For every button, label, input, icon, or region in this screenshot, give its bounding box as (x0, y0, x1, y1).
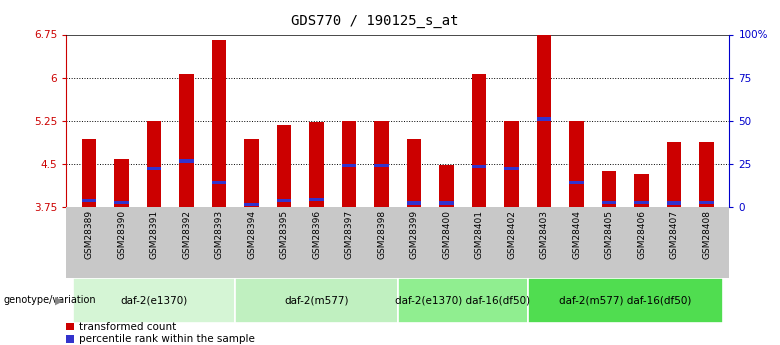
Bar (277, 198, 292, 202)
Bar (179, 73, 194, 207)
Text: GSM28398: GSM28398 (377, 210, 386, 259)
Text: GSM28402: GSM28402 (507, 210, 516, 259)
Text: ▶: ▶ (55, 295, 64, 305)
Bar (634, 201, 649, 204)
Text: GSM28390: GSM28390 (117, 210, 126, 259)
Bar (667, 142, 682, 207)
Text: GSM28399: GSM28399 (410, 210, 419, 259)
Bar (406, 201, 421, 205)
Bar (114, 201, 129, 204)
Bar (504, 167, 519, 170)
Bar (244, 203, 259, 206)
Text: daf-2(m577): daf-2(m577) (284, 295, 349, 305)
Text: GSM28397: GSM28397 (345, 210, 353, 259)
Bar (309, 198, 324, 201)
Text: GSM28391: GSM28391 (150, 210, 158, 259)
Bar (342, 121, 356, 207)
Text: GSM28401: GSM28401 (474, 210, 484, 259)
Bar (601, 171, 616, 207)
Text: GSM28406: GSM28406 (637, 210, 646, 259)
Bar (66, 323, 74, 330)
Text: GSM28394: GSM28394 (247, 210, 256, 259)
Text: GSM28396: GSM28396 (312, 210, 321, 259)
Bar (472, 165, 487, 168)
Bar (114, 159, 129, 207)
Text: percentile rank within the sample: percentile rank within the sample (80, 334, 255, 344)
Bar (374, 164, 389, 167)
Bar (634, 174, 649, 207)
Bar (82, 198, 97, 202)
Bar (601, 201, 616, 204)
Bar (569, 181, 584, 184)
Bar (528, 278, 723, 323)
Bar (211, 40, 226, 207)
Bar (569, 121, 584, 207)
Bar (374, 121, 389, 207)
Text: GSM28404: GSM28404 (572, 210, 581, 259)
Bar (244, 139, 259, 207)
Bar (667, 201, 682, 205)
Bar (82, 139, 97, 207)
Text: GSM28400: GSM28400 (442, 210, 451, 259)
Bar (398, 278, 528, 323)
Bar (406, 139, 421, 207)
Bar (277, 125, 292, 207)
Text: GSM28405: GSM28405 (604, 210, 614, 259)
Bar (504, 121, 519, 207)
Bar (73, 278, 236, 323)
Text: GDS770 / 190125_s_at: GDS770 / 190125_s_at (291, 14, 458, 28)
Bar (147, 167, 161, 170)
Text: transformed count: transformed count (80, 322, 176, 332)
Text: genotype/variation: genotype/variation (4, 295, 97, 305)
Bar (472, 73, 487, 207)
Bar (439, 165, 454, 207)
Bar (179, 159, 194, 162)
Bar (66, 335, 74, 343)
Text: daf-2(e1370): daf-2(e1370) (120, 295, 188, 305)
Bar (537, 117, 551, 121)
Bar (699, 201, 714, 204)
Bar (236, 278, 398, 323)
Text: GSM28393: GSM28393 (215, 210, 224, 259)
Text: GSM28395: GSM28395 (279, 210, 289, 259)
Bar (309, 122, 324, 207)
Text: GSM28408: GSM28408 (702, 210, 711, 259)
Text: daf-2(m577) daf-16(df50): daf-2(m577) daf-16(df50) (559, 295, 692, 305)
Bar (439, 201, 454, 205)
Bar (342, 164, 356, 167)
Bar (699, 142, 714, 207)
Text: GSM28407: GSM28407 (669, 210, 679, 259)
Bar (537, 34, 551, 207)
Text: GSM28403: GSM28403 (540, 210, 548, 259)
Text: GSM28392: GSM28392 (182, 210, 191, 259)
Text: GSM28389: GSM28389 (84, 210, 94, 259)
Bar (147, 121, 161, 207)
Text: daf-2(e1370) daf-16(df50): daf-2(e1370) daf-16(df50) (395, 295, 530, 305)
Bar (211, 181, 226, 184)
